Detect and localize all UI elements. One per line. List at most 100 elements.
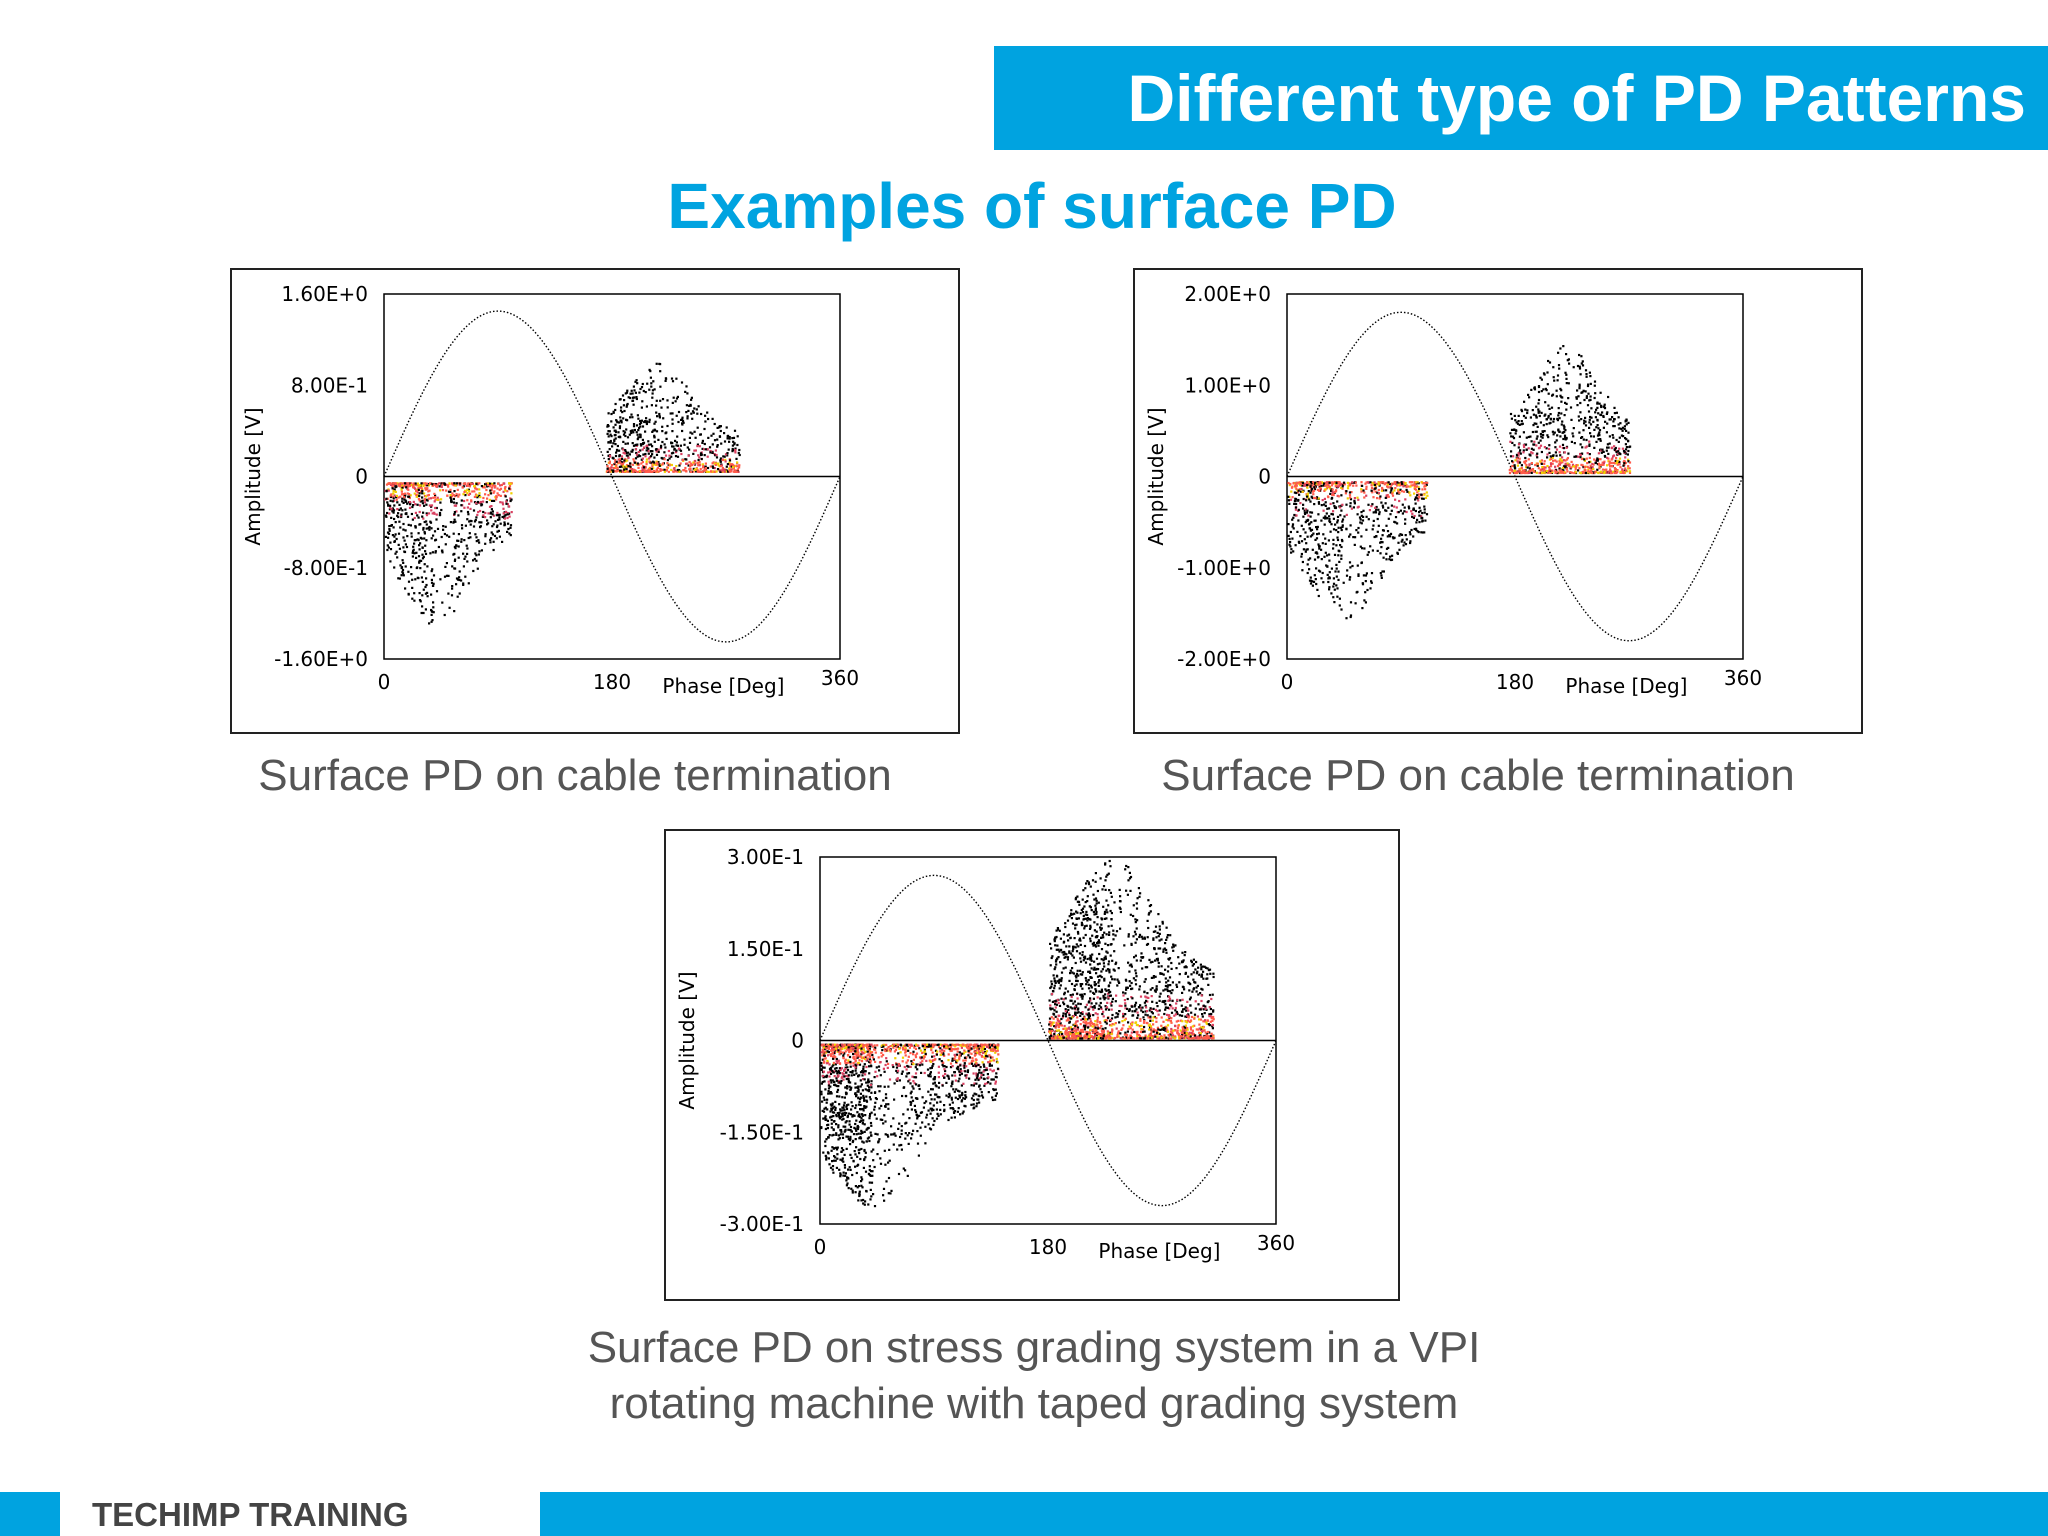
pd-cluster [820, 1043, 1000, 1208]
pd-point [1292, 527, 1295, 530]
pd-point [860, 1083, 863, 1086]
pd-point [411, 586, 414, 589]
pd-point [619, 398, 622, 401]
pd-point [464, 555, 467, 558]
pd-point [463, 539, 466, 542]
pd-point [658, 362, 661, 365]
pd-point [821, 1058, 824, 1061]
pd-point [909, 1052, 912, 1055]
pd-point [844, 1062, 847, 1065]
pd-point [426, 595, 429, 598]
pd-point [827, 1080, 830, 1083]
pd-point [451, 565, 454, 568]
pd-point [441, 549, 444, 552]
pd-point [651, 445, 654, 448]
pd-point [1352, 506, 1355, 509]
pd-point [1414, 496, 1417, 499]
pd-point [1337, 554, 1340, 557]
pd-point [853, 1126, 856, 1129]
pd-point [960, 1052, 963, 1055]
pd-point [641, 438, 644, 441]
pd-point [1346, 569, 1349, 572]
pd-point [639, 443, 642, 446]
pd-point [642, 453, 645, 456]
pd-point [648, 388, 651, 391]
pd-point [1413, 487, 1416, 490]
pd-point [392, 511, 395, 514]
pd-point [938, 1081, 941, 1084]
pd-point [865, 1128, 868, 1131]
pd-point [610, 464, 614, 467]
pd-point [726, 470, 729, 473]
pd-point [1615, 456, 1618, 460]
pd-point [462, 565, 465, 568]
pd-point [1287, 534, 1290, 537]
pd-point [862, 1198, 865, 1202]
pd-point [1537, 398, 1541, 402]
pd-point [409, 502, 412, 505]
pd-point [1531, 452, 1534, 455]
pd-point [395, 550, 398, 553]
pd-point [1565, 377, 1568, 380]
pd-point [464, 494, 467, 497]
pd-point [950, 1049, 953, 1052]
pd-point [711, 462, 714, 465]
pd-point [1385, 558, 1388, 561]
pd-point [452, 483, 455, 487]
pd-point [401, 572, 405, 575]
pd-point [1563, 414, 1566, 417]
pd-point [473, 485, 476, 488]
pd-point [1320, 577, 1323, 580]
pd-point [397, 577, 400, 580]
pd-point [721, 468, 724, 471]
pd-point [415, 493, 418, 496]
pd-point [639, 425, 642, 428]
pd-point [697, 454, 700, 457]
pd-point [435, 513, 438, 516]
pd-point [983, 1084, 986, 1087]
pd-point [1336, 515, 1340, 518]
pd-point [1581, 360, 1584, 363]
pd-point [615, 470, 618, 473]
pd-point [838, 1081, 841, 1084]
pd-point [439, 501, 442, 504]
pd-point [1424, 484, 1427, 487]
y-tick-label: 0 [791, 1029, 804, 1053]
pd-point [845, 1063, 848, 1066]
pd-point [734, 447, 737, 450]
pd-point [1387, 506, 1390, 509]
pd-point [659, 399, 662, 402]
pd-point [661, 398, 665, 401]
pd-point [623, 431, 627, 434]
pd-point [1375, 505, 1378, 509]
pd-point [452, 532, 455, 535]
pd-point [509, 524, 513, 527]
pd-point [860, 1049, 863, 1052]
pd-point [617, 458, 620, 461]
pd-point [606, 432, 609, 435]
pd-point [1509, 432, 1512, 435]
pd-point [454, 558, 457, 561]
pd-point [920, 1056, 923, 1059]
pd-point [690, 470, 693, 473]
pd-point [1313, 574, 1316, 577]
pd-point [663, 443, 666, 446]
pd-point [1627, 467, 1630, 470]
pd-point [1307, 558, 1310, 561]
pd-point [1517, 454, 1520, 457]
pd-point [1365, 494, 1368, 497]
pd-point [410, 573, 413, 576]
pd-point [1556, 419, 1559, 422]
pd-point [896, 1079, 899, 1082]
pd-point [441, 483, 444, 486]
pd-point [859, 1103, 862, 1107]
pd-point [730, 468, 733, 471]
pd-point [1546, 465, 1549, 468]
pd-point [388, 512, 391, 515]
pd-point [846, 1135, 849, 1138]
pd-point [1384, 502, 1387, 505]
pd-point [508, 515, 511, 518]
pd-point [649, 370, 652, 373]
pd-point [1385, 524, 1388, 527]
pd-point [852, 1064, 855, 1067]
